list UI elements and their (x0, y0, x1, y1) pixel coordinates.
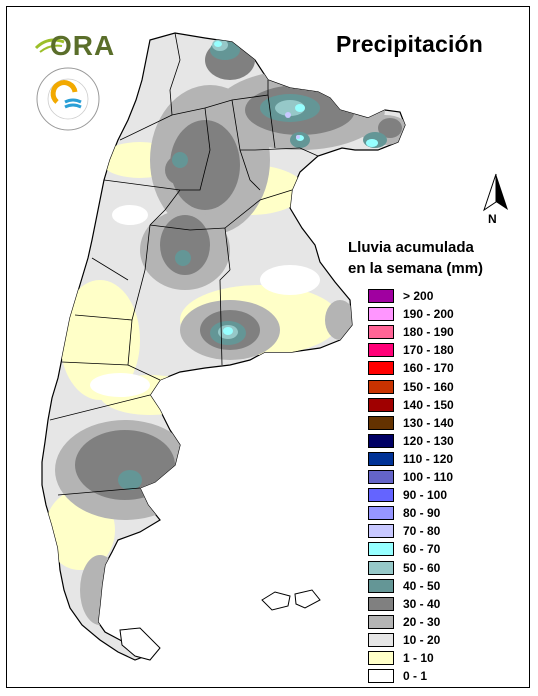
legend-label: 10 - 20 (403, 632, 441, 647)
legend-label: 30 - 40 (403, 596, 441, 611)
legend-swatch (368, 614, 394, 629)
legend-item: 160 - 170 (368, 360, 518, 377)
legend-label: 0 - 1 (403, 669, 428, 684)
legend-item: 10 - 20 (368, 632, 518, 649)
legend-swatch (368, 451, 394, 466)
legend-item: 150 - 160 (368, 379, 518, 396)
legend-item: 170 - 180 (368, 342, 518, 359)
legend-swatch (368, 325, 394, 340)
legend-swatch (368, 415, 394, 430)
legend-label: 70 - 80 (403, 524, 441, 539)
legend-title-line1: Lluvia acumulada (348, 239, 474, 256)
legend-swatch (368, 632, 394, 647)
ora-logo-text: ORA (50, 30, 116, 61)
legend-item: > 200 (368, 288, 518, 305)
legend-item: 1 - 10 (368, 650, 518, 667)
map-title: Precipitación (336, 31, 484, 57)
malvinas-islands (261, 589, 321, 611)
legend-swatch (368, 379, 394, 394)
legend-label: 140 - 150 (403, 397, 454, 412)
legend-item: 20 - 30 (368, 614, 518, 631)
legend-label: 130 - 140 (403, 415, 454, 430)
legend-swatch (368, 542, 394, 557)
legend-swatch (368, 669, 394, 684)
legend-swatch (368, 488, 394, 503)
legend-item: 190 - 200 (368, 306, 518, 323)
legend-label: 120 - 130 (403, 433, 454, 448)
north-label: N (488, 212, 497, 226)
smn-logo-icon (36, 67, 100, 131)
legend-label: > 200 (403, 289, 434, 303)
legend-swatch (368, 397, 394, 412)
legend-item: 80 - 90 (368, 505, 518, 522)
legend-label: 80 - 90 (403, 506, 441, 521)
legend-item: 50 - 60 (368, 560, 518, 577)
tierra-del-fuego (119, 627, 161, 661)
legend-label: 190 - 200 (403, 307, 454, 322)
legend-swatch (368, 343, 394, 358)
legend-label: 100 - 110 (403, 470, 454, 484)
legend-item: 0 - 1 (368, 668, 518, 685)
legend-item: 40 - 50 (368, 578, 518, 595)
legend-swatch (368, 470, 394, 484)
ora-logo-icon (34, 38, 65, 53)
province-borders (49, 32, 319, 496)
legend-label: 110 - 120 (403, 451, 454, 466)
legend-label: 50 - 60 (403, 560, 441, 575)
legend-swatch (368, 596, 394, 611)
legend-label: 90 - 100 (403, 488, 448, 503)
legend-item: 90 - 100 (368, 487, 518, 504)
legend-swatch (368, 560, 394, 575)
legend-label: 150 - 160 (403, 379, 454, 394)
legend-label: 180 - 190 (403, 325, 454, 340)
legend-item: 140 - 150 (368, 397, 518, 414)
legend-swatch (368, 289, 394, 303)
legend-item: 30 - 40 (368, 596, 518, 613)
legend-title-line2: en la semana (mm) (348, 260, 484, 277)
legend-label: 160 - 170 (403, 361, 454, 376)
legend-label: 1 - 10 (403, 651, 434, 665)
legend-item: 100 - 110 (368, 469, 518, 486)
legend-swatch (368, 506, 394, 521)
legend-swatch (368, 651, 394, 665)
legend-swatch (368, 361, 394, 376)
legend-swatch (368, 524, 394, 539)
legend-swatch (368, 578, 394, 593)
legend-label: 170 - 180 (403, 343, 454, 358)
legend-item: 60 - 70 (368, 541, 518, 558)
legend-title: Lluvia acumulada en la semana (mm) (348, 237, 483, 279)
legend-swatch (368, 307, 394, 322)
legend-label: 60 - 70 (403, 542, 441, 557)
legend-item: 120 - 130 (368, 433, 518, 450)
legend-item: 70 - 80 (368, 523, 518, 540)
north-arrow-icon (483, 173, 508, 212)
legend-item: 110 - 120 (368, 451, 518, 468)
legend-item: 130 - 140 (368, 415, 518, 432)
legend-item: 180 - 190 (368, 324, 518, 341)
legend-label: 20 - 30 (403, 614, 441, 629)
legend-swatch (368, 433, 394, 448)
legend-label: 40 - 50 (403, 578, 441, 593)
